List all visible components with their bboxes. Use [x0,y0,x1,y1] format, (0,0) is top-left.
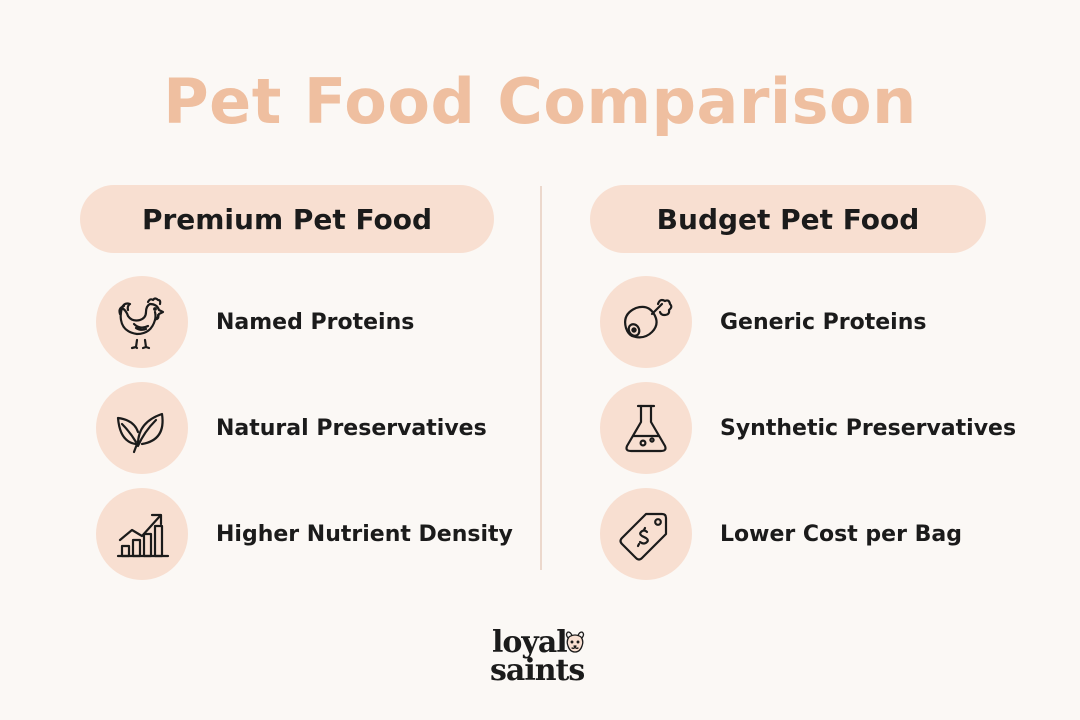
dog-icon [565,631,585,653]
leaf-icon [96,382,188,474]
premium-item-natural-preservatives: Natural Preservatives [96,382,487,474]
flask-icon [600,382,692,474]
premium-item-named-proteins: Named Proteins [96,276,414,368]
meat-leg-icon [600,276,692,368]
budget-item-label: Lower Cost per Bag [720,521,962,547]
chicken-icon [96,276,188,368]
premium-item-label: Natural Preservatives [216,415,487,441]
premium-item-label: Named Proteins [216,309,415,335]
budget-item-label: Generic Proteins [720,309,927,335]
price-tag-icon [600,488,692,580]
brand-logo: loyal saints [490,628,600,690]
budget-item-lower-cost-per-bag: Lower Cost per Bag [600,488,962,580]
premium-item-label: Higher Nutrient Density [216,521,513,547]
logo-text-line2: saints [490,653,585,688]
budget-item-synthetic-preservatives: Synthetic Preservatives [600,382,1016,474]
budget-heading: Budget Pet Food [590,185,986,253]
column-divider [540,186,542,570]
premium-heading: Premium Pet Food [80,185,494,253]
budget-item-generic-proteins: Generic Proteins [600,276,926,368]
logo-text-line1: loyal [492,625,568,660]
chart-up-icon [96,488,188,580]
premium-item-higher-nutrient-density: Higher Nutrient Density [96,488,513,580]
budget-item-label: Synthetic Preservatives [720,415,1017,441]
page-title: Pet Food Comparison [163,65,917,138]
